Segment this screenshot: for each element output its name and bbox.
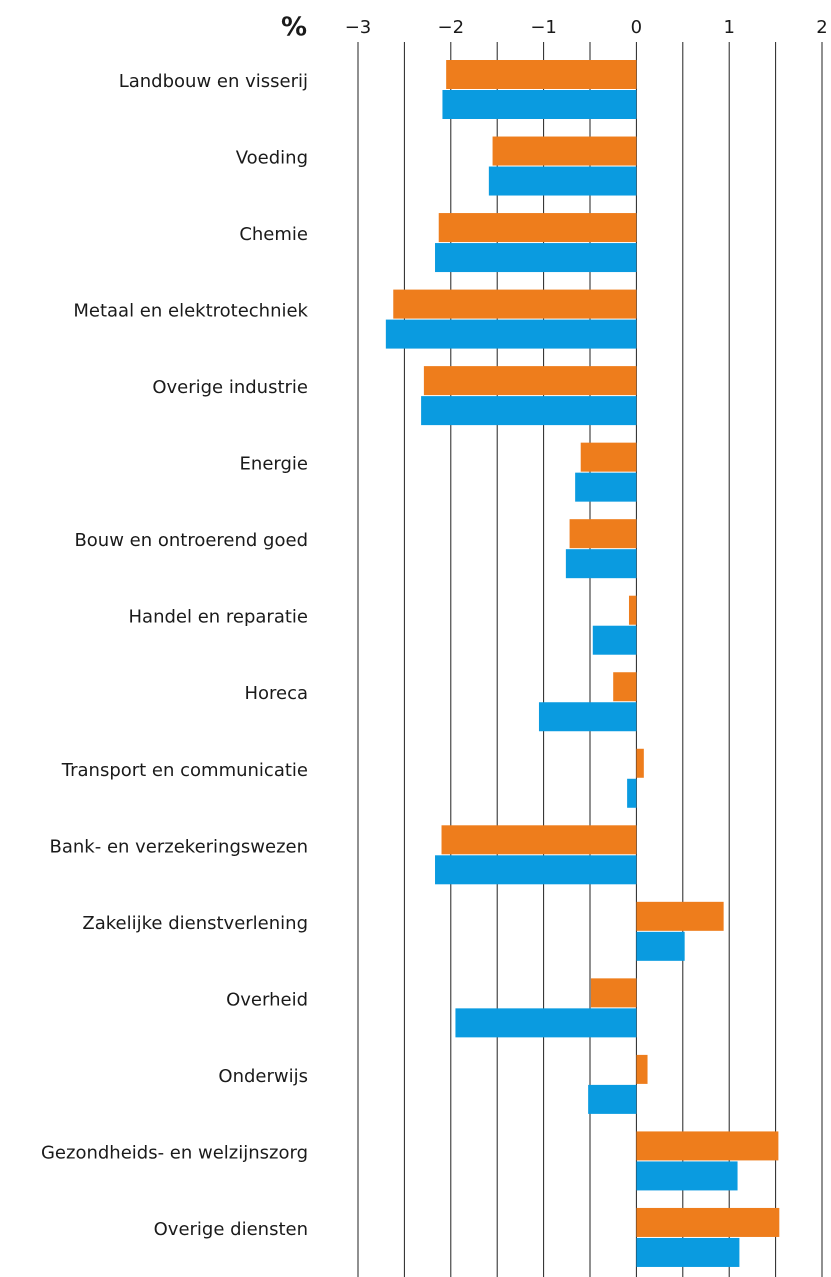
bar bbox=[442, 90, 637, 119]
bar bbox=[438, 213, 637, 243]
bar bbox=[590, 978, 637, 1008]
bar bbox=[435, 243, 637, 273]
category-label: Bank- en verzekeringswezen bbox=[50, 836, 308, 857]
bar bbox=[636, 1161, 738, 1191]
x-tick-label: −3 bbox=[345, 17, 372, 38]
category-label: Landbouw en visserij bbox=[119, 71, 308, 92]
category-label: Overige industrie bbox=[152, 377, 308, 398]
bar bbox=[565, 549, 637, 579]
x-tick-label: −1 bbox=[530, 17, 557, 38]
bar bbox=[441, 825, 637, 855]
bar bbox=[588, 1084, 637, 1114]
bar bbox=[455, 1008, 637, 1038]
x-axis-label: % bbox=[281, 13, 307, 43]
bar bbox=[636, 1131, 779, 1161]
bar bbox=[580, 442, 637, 472]
bar bbox=[592, 625, 637, 655]
bar bbox=[393, 289, 637, 319]
category-label: Overige diensten bbox=[154, 1219, 308, 1240]
bar bbox=[446, 60, 637, 89]
bar bbox=[628, 595, 637, 625]
bar bbox=[636, 901, 724, 931]
category-label: Handel en reparatie bbox=[129, 607, 309, 628]
category-label: Chemie bbox=[239, 224, 308, 245]
bar bbox=[435, 855, 637, 885]
category-label: Zakelijke dienstverlening bbox=[82, 913, 308, 934]
bar bbox=[575, 472, 637, 502]
category-label: Gezondheids- en welzijnszorg bbox=[41, 1142, 308, 1163]
x-tick-label: 0 bbox=[631, 17, 642, 38]
bar bbox=[421, 396, 637, 426]
bar bbox=[627, 778, 637, 808]
bar bbox=[636, 1054, 648, 1084]
category-label: Energie bbox=[240, 454, 308, 475]
bar bbox=[569, 519, 637, 549]
category-label: Overheid bbox=[226, 989, 308, 1010]
x-tick-label: −2 bbox=[438, 17, 465, 38]
category-label: Metaal en elektrotechniek bbox=[73, 301, 308, 322]
category-label: Onderwijs bbox=[218, 1066, 308, 1087]
bar bbox=[423, 366, 637, 396]
bar bbox=[488, 166, 637, 196]
x-tick-label: 2 bbox=[816, 17, 827, 38]
category-label: Horeca bbox=[244, 683, 308, 704]
bar bbox=[636, 1237, 740, 1267]
bar bbox=[636, 931, 685, 961]
bar bbox=[636, 748, 644, 778]
bar bbox=[538, 702, 637, 732]
bar bbox=[613, 672, 637, 702]
category-label: Bouw en ontroerend goed bbox=[74, 530, 308, 551]
x-tick-label: 1 bbox=[723, 17, 734, 38]
category-label: Transport en communicatie bbox=[61, 760, 308, 781]
bar bbox=[385, 319, 637, 349]
category-label: Voeding bbox=[236, 148, 308, 169]
bar bbox=[636, 1207, 780, 1237]
bar bbox=[492, 136, 637, 166]
